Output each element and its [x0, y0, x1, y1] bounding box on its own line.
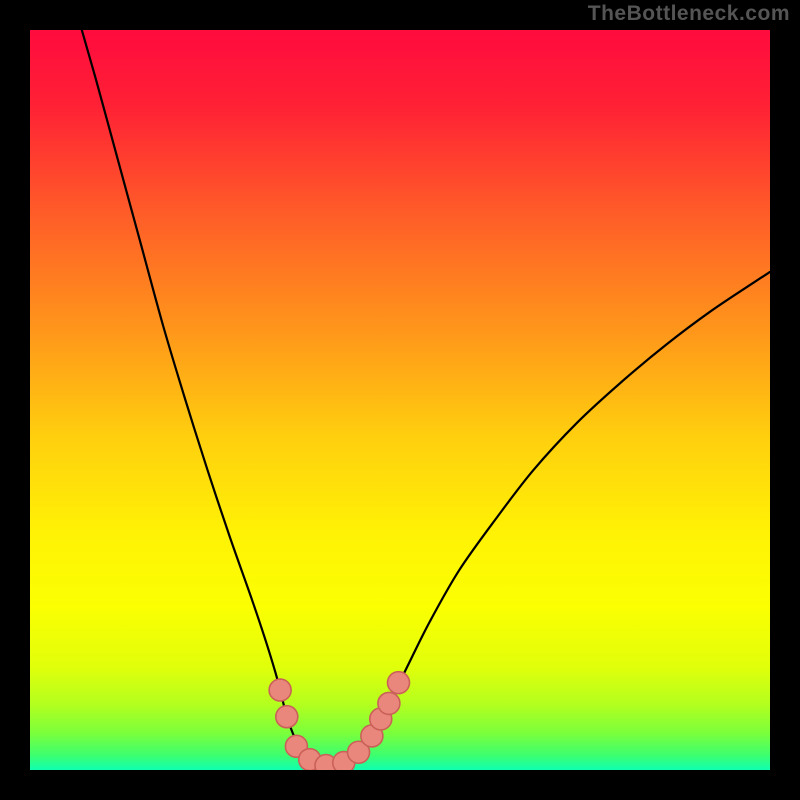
curve-marker: [276, 706, 298, 728]
curve-marker: [269, 679, 291, 701]
curve-marker: [378, 692, 400, 714]
chart-svg: [30, 30, 770, 770]
gradient-background: [30, 30, 770, 770]
curve-marker: [388, 672, 410, 694]
chart-root: TheBottleneck.com: [0, 0, 800, 800]
watermark-text: TheBottleneck.com: [588, 2, 790, 26]
plot-area: [30, 30, 770, 770]
